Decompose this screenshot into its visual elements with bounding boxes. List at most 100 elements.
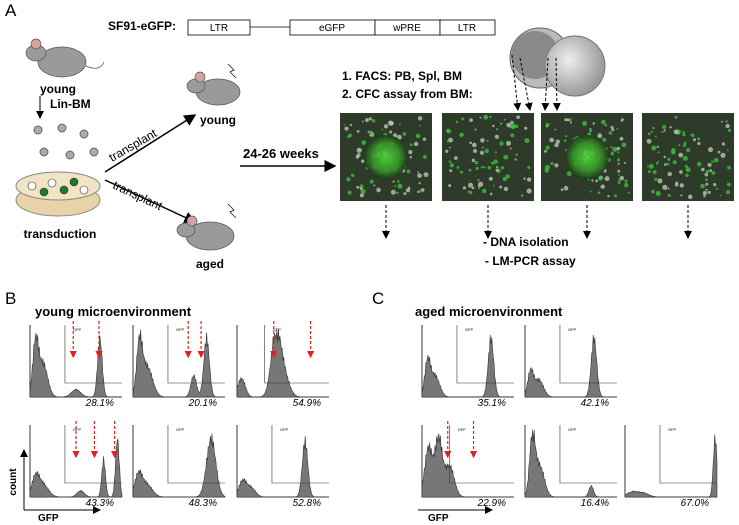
cell-dot: [616, 158, 621, 162]
cell-dot: [652, 126, 655, 130]
cell-dot: [721, 120, 723, 123]
cell-dot: [685, 167, 691, 173]
cell-dot: [725, 120, 728, 123]
cell-dot: [369, 179, 374, 184]
cells-icon: [33, 123, 99, 160]
recipient-label: young: [200, 113, 236, 127]
cell-dot: [604, 124, 607, 127]
cell-dot: [499, 141, 504, 146]
percentage-label: 22.9%: [477, 498, 506, 509]
histogram: [132, 329, 225, 398]
gate-label: GFP: [458, 427, 467, 432]
cell-dot: [713, 183, 717, 187]
cell-dot: [607, 194, 610, 198]
cell-dot: [480, 166, 483, 169]
construct-element: LTR: [458, 23, 476, 34]
cell-dot: [456, 165, 460, 169]
gate-label: GFP: [280, 427, 289, 432]
cell-dot: [455, 120, 459, 124]
cell-dot: [370, 131, 374, 136]
cell-dot: [587, 178, 590, 181]
cell-dot: [376, 187, 381, 193]
cell-dot: [481, 146, 484, 149]
cell-dot: [403, 192, 407, 196]
cell-dot: [647, 170, 651, 174]
cell-dot: [616, 127, 619, 130]
cell-dot: [597, 133, 603, 139]
cell-dot: [545, 145, 550, 150]
cell-dot: [397, 183, 403, 189]
gate-label: GFP: [668, 427, 677, 432]
cell-dot: [492, 184, 495, 187]
cell-dot: [503, 118, 507, 121]
histogram: [29, 438, 123, 498]
cell-dot: [672, 160, 677, 165]
cell-dot: [602, 137, 607, 142]
cell-dot: [667, 157, 671, 161]
axis-label: count: [8, 468, 19, 496]
cell-dot: [600, 184, 605, 189]
cell-dot: [663, 155, 666, 159]
cell-dot: [720, 152, 726, 158]
downstream-label: - DNA isolation: [483, 235, 569, 249]
histogram: [132, 433, 226, 498]
cell-dot: [407, 186, 411, 190]
histogram: [624, 434, 718, 498]
source-label: Lin-BM: [50, 97, 91, 111]
gate-label: GFP: [73, 427, 82, 432]
cell-dot: [459, 132, 464, 138]
cell-dot: [468, 190, 473, 195]
cell-dot: [727, 149, 729, 151]
cell-dot: [569, 121, 572, 124]
cell-dot: [719, 194, 722, 197]
recipient-label: aged: [196, 257, 224, 271]
cell-dot: [675, 181, 679, 185]
gate: [659, 425, 717, 484]
gate: [559, 325, 617, 384]
percentage-label: 42.1%: [581, 398, 609, 409]
cell-dot: [651, 189, 655, 194]
histogram: [524, 334, 617, 398]
cell-dot: [711, 160, 714, 163]
panel-title: young microenvironment: [35, 304, 192, 319]
cell-dot: [697, 141, 701, 146]
transplant-label: transplant: [111, 178, 165, 213]
cell-dot: [666, 162, 670, 166]
cell-dot: [445, 149, 449, 153]
cell-dot: [592, 122, 595, 125]
cell-dot: [727, 128, 732, 132]
cell-dot: [343, 123, 346, 126]
construct-element: eGFP: [319, 23, 345, 34]
cell-dot: [656, 162, 658, 165]
cell-dot: [419, 189, 422, 192]
cell-dot: [479, 116, 482, 119]
cell-dot: [661, 130, 664, 134]
cell-dot: [524, 138, 530, 144]
cell-dot: [685, 173, 689, 178]
panel-label: A: [5, 1, 17, 20]
cell-dot: [408, 149, 413, 155]
gate-label: GFP: [73, 327, 82, 332]
cell-dot: [356, 130, 360, 133]
colony-image: [642, 113, 734, 201]
gate: [456, 325, 514, 384]
cell-dot: [475, 166, 479, 171]
mouse-icon: [176, 203, 237, 251]
cell-dot: [417, 116, 423, 121]
cell-dot: [489, 116, 492, 118]
panel-title: aged microenvironment: [415, 304, 563, 319]
cell-dot: [373, 184, 376, 187]
cell-dot: [471, 158, 476, 163]
panel-label: C: [372, 289, 384, 308]
cell-dot: [696, 161, 702, 167]
cell-dot: [701, 167, 705, 172]
step-label: transduction: [24, 227, 97, 241]
cell-dot: [415, 133, 421, 139]
cell-dot: [627, 191, 630, 194]
cell-dot: [368, 117, 372, 121]
cell-dot: [347, 190, 352, 195]
cell-dot: [371, 119, 376, 123]
cell-dot: [479, 150, 485, 155]
cell-dot: [617, 151, 620, 154]
